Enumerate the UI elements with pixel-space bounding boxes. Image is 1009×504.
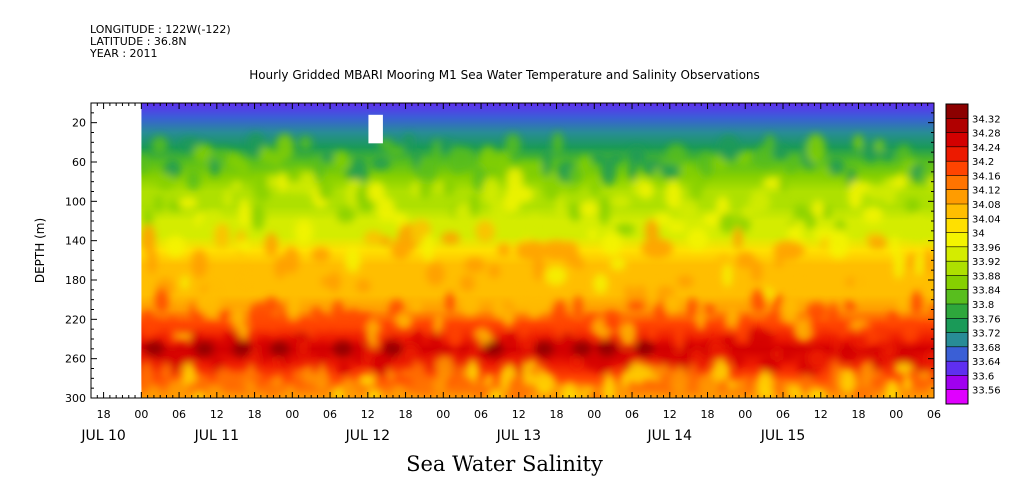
day-label: JUL 10 xyxy=(80,428,125,444)
x-tick-label: 18 xyxy=(852,408,866,421)
colorbar-swatch xyxy=(946,146,968,162)
x-tick-label: 06 xyxy=(625,408,639,421)
chart-title: Hourly Gridded MBARI Mooring M1 Sea Wate… xyxy=(249,68,760,82)
x-tick-label: 12 xyxy=(663,408,677,421)
colorbar-label: 33.72 xyxy=(972,329,1001,340)
x-tick-label: 06 xyxy=(474,408,488,421)
colorbar-swatch xyxy=(946,318,968,334)
y-tick-label: 60 xyxy=(72,156,86,169)
colorbar-swatch xyxy=(946,304,968,319)
colorbar-swatch xyxy=(946,246,968,262)
latitude-label: LATITUDE : 36.8N xyxy=(90,35,187,48)
day-label: JUL 13 xyxy=(496,428,541,444)
colorbar-label: 33.88 xyxy=(972,271,1001,282)
day-label: JUL 12 xyxy=(345,428,390,444)
y-tick-label: 100 xyxy=(65,195,86,208)
year-label: YEAR : 2011 xyxy=(90,47,158,60)
colorbar-label: 33.8 xyxy=(972,300,994,311)
colorbar-swatch xyxy=(946,375,968,391)
x-tick-label: 00 xyxy=(134,408,148,421)
colorbar-label: 33.84 xyxy=(972,286,1001,297)
colorbar-label: 33.68 xyxy=(972,343,1001,354)
colorbar-swatch xyxy=(946,132,968,148)
y-tick-label: 180 xyxy=(65,274,86,287)
x-tick-label: 00 xyxy=(436,408,450,421)
colorbar-swatch xyxy=(946,189,968,205)
colorbar-swatch xyxy=(946,161,968,176)
colorbar-swatch xyxy=(946,118,968,134)
colorbar-label: 33.56 xyxy=(972,386,1001,397)
colorbar-swatch xyxy=(946,218,968,234)
colorbar-label: 34.16 xyxy=(972,171,1001,182)
colorbar-swatch xyxy=(946,389,968,405)
colorbar-swatch xyxy=(946,204,968,219)
y-axis-label: DEPTH (m) xyxy=(33,218,47,283)
x-tick-label: 18 xyxy=(399,408,413,421)
colorbar-label: 34.04 xyxy=(972,214,1001,225)
colorbar-swatch xyxy=(946,361,968,376)
colorbar-swatch xyxy=(946,346,968,362)
colorbar-label: 34.24 xyxy=(972,143,1001,154)
y-tick-label: 300 xyxy=(65,392,86,405)
x-tick-label: 12 xyxy=(361,408,375,421)
x-axis-title: Sea Water Salinity xyxy=(406,452,603,476)
y-tick-label: 140 xyxy=(65,235,86,248)
y-tick-label: 220 xyxy=(65,313,86,326)
x-tick-label: 18 xyxy=(97,408,111,421)
colorbar-label: 34.12 xyxy=(972,186,1001,197)
colorbar-swatch xyxy=(946,332,968,348)
day-label: JUL 11 xyxy=(194,428,239,444)
x-tick-label: 12 xyxy=(814,408,828,421)
colorbar-swatch xyxy=(946,261,968,276)
colorbar-label: 34 xyxy=(972,229,985,240)
colorbar-label: 33.96 xyxy=(972,243,1001,254)
colorbar-swatch xyxy=(946,275,968,291)
x-tick-label: 18 xyxy=(550,408,564,421)
x-tick-label: 12 xyxy=(210,408,224,421)
colorbar-label: 33.6 xyxy=(972,371,994,382)
x-tick-label: 00 xyxy=(889,408,903,421)
x-tick-label: 00 xyxy=(285,408,299,421)
x-tick-label: 06 xyxy=(927,408,941,421)
x-tick-label: 18 xyxy=(248,408,262,421)
data-gap xyxy=(368,114,383,144)
colorbar-swatch xyxy=(946,289,968,305)
colorbar-swatch xyxy=(946,104,968,119)
x-tick-label: 00 xyxy=(587,408,601,421)
colorbar-label: 33.92 xyxy=(972,257,1001,268)
colorbar-label: 34.32 xyxy=(972,114,1001,125)
x-tick-label: 00 xyxy=(738,408,752,421)
colorbar-swatch xyxy=(946,232,968,248)
longitude-label: LONGITUDE : 122W(-122) xyxy=(90,23,231,36)
colorbar-label: 33.64 xyxy=(972,357,1001,368)
y-tick-label: 20 xyxy=(72,117,86,130)
plot-area xyxy=(141,103,934,398)
day-label: JUL 14 xyxy=(647,428,693,444)
colorbar-label: 34.28 xyxy=(972,129,1001,140)
x-tick-label: 06 xyxy=(776,408,790,421)
axes: 18 00 06 12 18 00 06 12 18 00 06 12 18 00 06 12 18 00 06 12… xyxy=(33,102,941,444)
colorbar-label: 34.2 xyxy=(972,157,994,168)
y-tick-label: 260 xyxy=(65,353,86,366)
colorbar: 34.32 34.28 34.24 34.2 34.16 34.12 34.08 34.04 3… xyxy=(945,103,1001,405)
x-tick-label: 12 xyxy=(512,408,526,421)
x-tick-label: 18 xyxy=(701,408,715,421)
colorbar-label: 33.76 xyxy=(972,314,1001,325)
x-tick-label: 06 xyxy=(172,408,186,421)
colorbar-swatch xyxy=(946,175,968,191)
x-tick-label: 06 xyxy=(323,408,337,421)
colorbar-label: 34.08 xyxy=(972,200,1001,211)
day-label: JUL 15 xyxy=(760,428,805,444)
